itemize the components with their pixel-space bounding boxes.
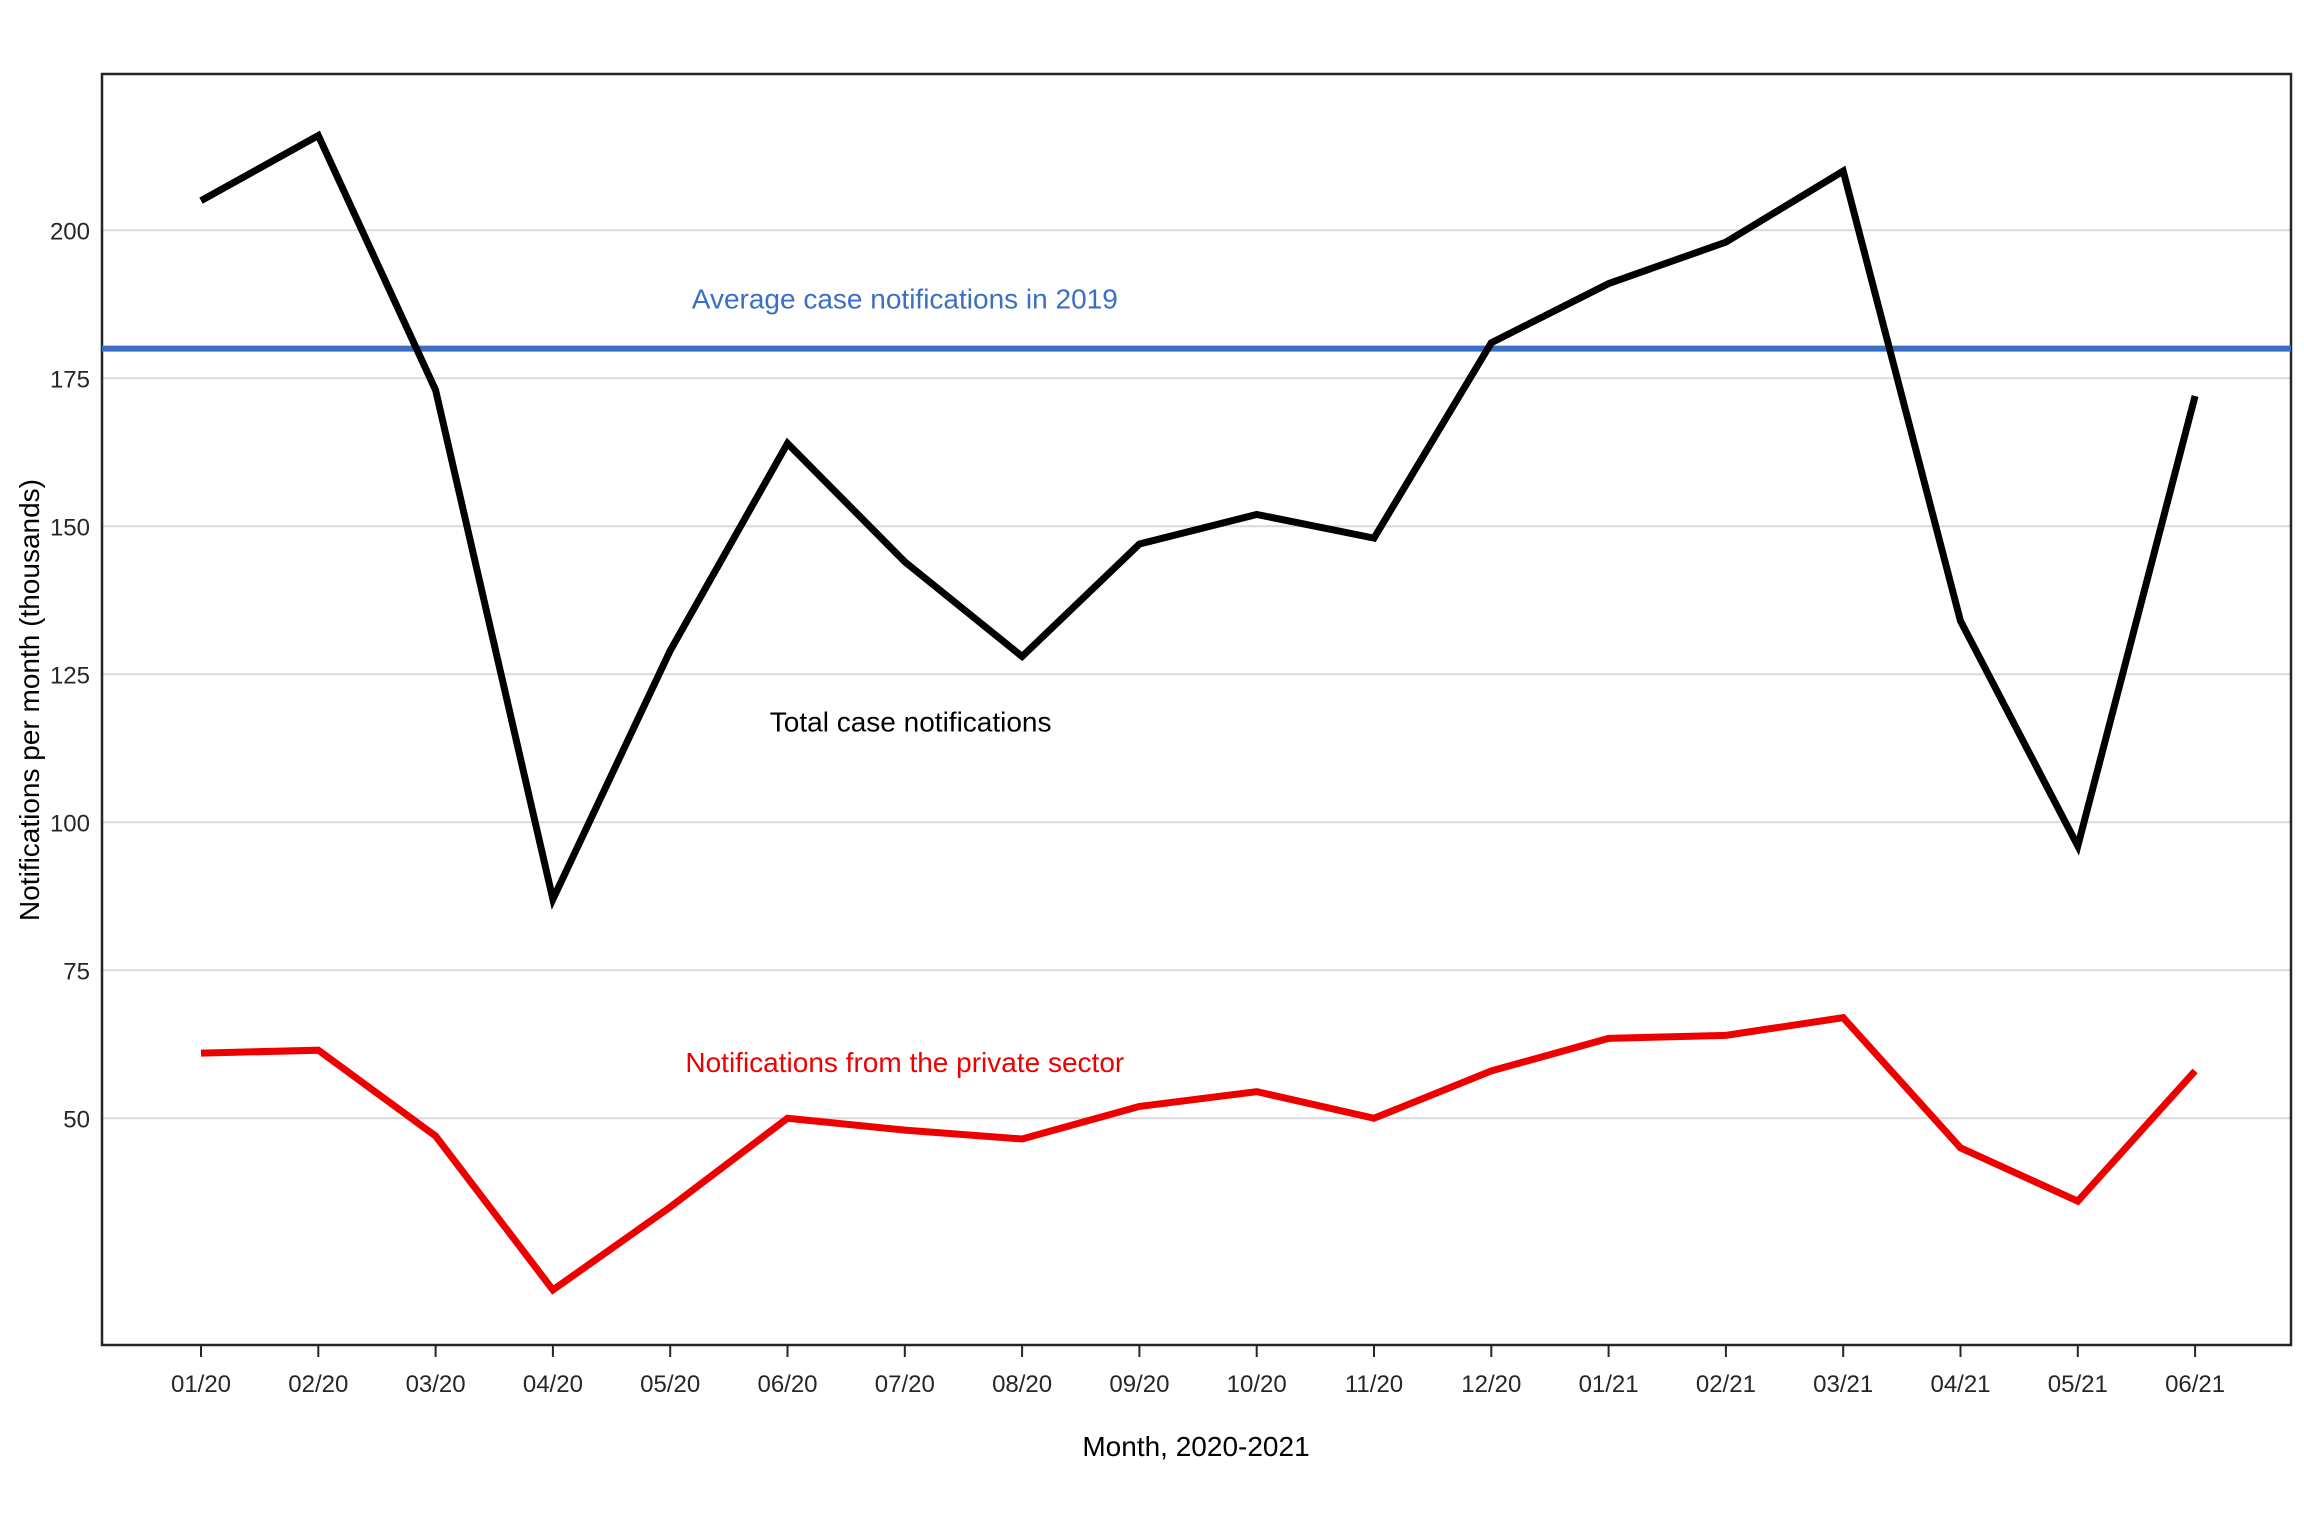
x-tick-label: 11/20 [1345,1371,1403,1398]
x-axis-title: Month, 2020-2021 [1082,1431,1310,1462]
y-tick-label: 75 [63,958,90,985]
plot-border [100,72,2293,1347]
total-notifications-line [199,130,2199,910]
y-tick-label: 125 [50,662,90,689]
x-tick-label: 05/21 [2048,1371,2108,1398]
y-tick-label: 175 [50,366,90,393]
y-tick-label: 200 [50,218,90,245]
x-tick-label: 04/20 [523,1371,583,1398]
x-tick-label: 04/21 [1930,1371,1990,1398]
x-tick-label: 01/20 [171,1371,231,1398]
x-tick-label: 12/20 [1461,1371,1521,1398]
y-tick-label: 100 [50,810,90,837]
x-tick-label: 06/20 [757,1371,817,1398]
y-tick-label: 50 [63,1106,90,1133]
x-tick-label: 08/20 [992,1371,1052,1398]
x-tick-label: 01/21 [1579,1371,1639,1398]
x-tick-label: 02/21 [1696,1371,1756,1398]
x-tick-label: 03/20 [406,1371,466,1398]
y-axis-title: Notifications per month (thousands) [14,479,45,921]
y-tick-label: 150 [50,514,90,541]
x-tick-label: 02/20 [288,1371,348,1398]
total-label: Total case notifications [770,707,1052,738]
x-tick-label: 05/20 [640,1371,700,1398]
private-sector-line [200,1013,2198,1295]
x-tick-label: 06/21 [2165,1371,2225,1398]
avg-2019-label: Average case notifications in 2019 [692,283,1118,314]
x-tick-label: 10/20 [1227,1371,1287,1398]
x-tick-label: 07/20 [875,1371,935,1398]
x-tick-label: 03/21 [1813,1371,1873,1398]
private-label: Notifications from the private sector [685,1047,1124,1078]
x-tick-label: 09/20 [1109,1371,1169,1398]
